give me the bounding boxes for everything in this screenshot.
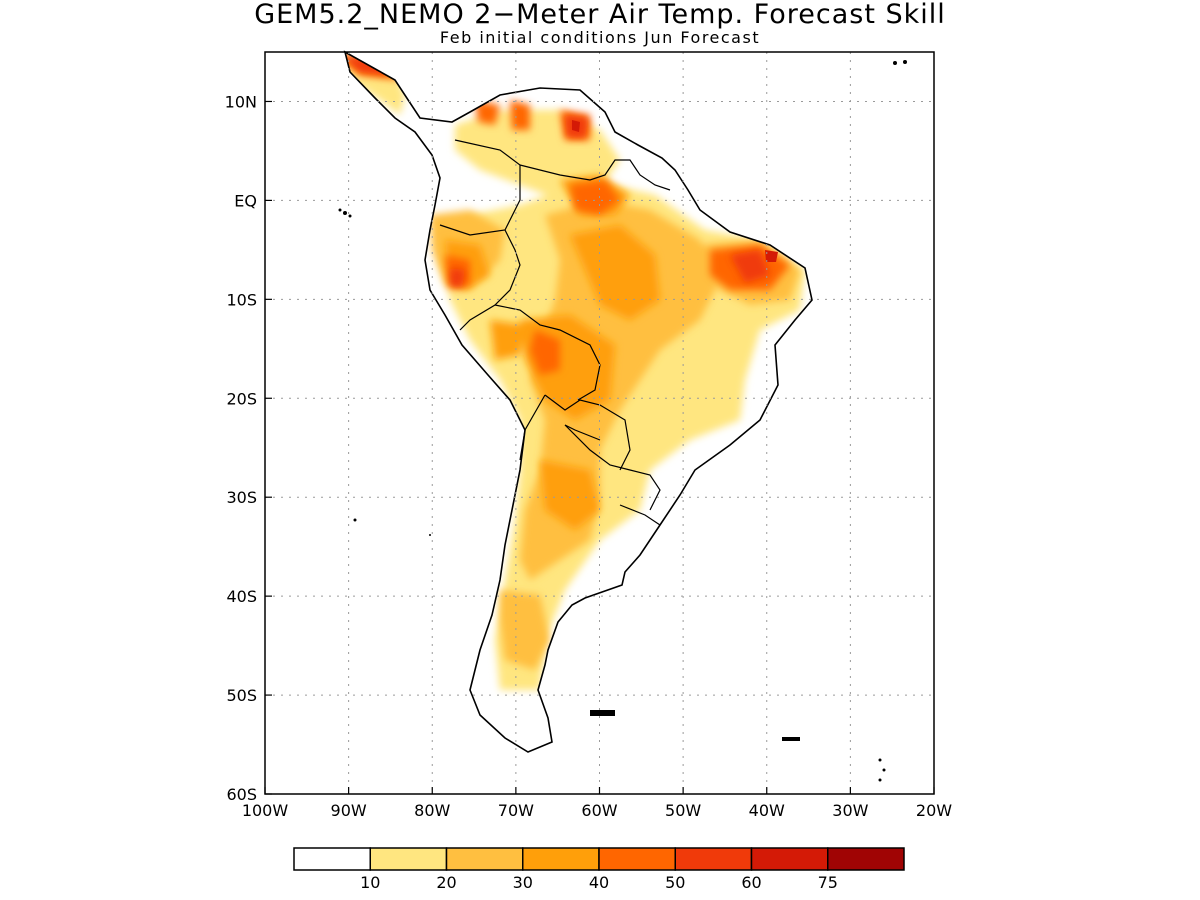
lon-tick-label: 30W [832, 801, 868, 820]
lon-tick-label: 90W [331, 801, 367, 820]
lon-tick-label: 100W [242, 801, 289, 820]
lon-tick-label: 70W [498, 801, 534, 820]
lon-tick-label: 80W [414, 801, 450, 820]
colorbar-label: 10 [360, 873, 380, 892]
lat-tick-label: 60S [226, 785, 257, 804]
colorbar-label: 20 [436, 873, 456, 892]
colorbar-label: 30 [513, 873, 533, 892]
map-title: GEM5.2_NEMO 2−Meter Air Temp. Forecast S… [254, 0, 946, 30]
colorbar-label: 50 [665, 873, 685, 892]
lat-tick-label: 20S [226, 389, 257, 408]
colorbar-swatch [369, 847, 448, 871]
colorbar-swatch [293, 847, 371, 871]
longitude-axis: 100W 90W 80W 70W 60W 50W 40W 30W 20W [242, 787, 952, 820]
continent-coastline [343, 50, 813, 753]
colorbar-label: 75 [818, 873, 838, 892]
skill-field [345, 52, 812, 752]
colorbar-swatch [522, 847, 600, 871]
islands [338, 60, 907, 782]
colorbar-swatch [598, 847, 676, 871]
contour-level-60-75 [572, 120, 778, 262]
latitude-axis: 10N EQ 10S 20S 30S 40S 50S 60S [225, 92, 272, 804]
lon-tick-label: 20W [916, 801, 952, 820]
lat-tick-label: 10S [226, 290, 257, 309]
lat-tick-label: 40S [226, 587, 257, 606]
lon-tick-label: 60W [581, 801, 617, 820]
map-subtitle: Feb initial conditions Jun Forecast [439, 28, 761, 47]
lat-tick-label: 50S [226, 686, 257, 705]
country-borders [439, 139, 671, 526]
colorbar-label: 40 [589, 873, 609, 892]
colorbar-swatch [674, 847, 753, 871]
colorbar-label: 60 [741, 873, 761, 892]
lon-tick-label: 50W [665, 801, 701, 820]
lat-tick-label: 30S [226, 488, 257, 507]
colorbar: 10 20 30 40 50 60 75 [293, 847, 905, 892]
lat-tick-label: 10N [225, 92, 257, 111]
colorbar-swatch [750, 847, 829, 871]
lon-tick-label: 40W [749, 801, 785, 820]
colorbar-swatch [827, 847, 905, 871]
colorbar-swatch [445, 847, 524, 871]
lat-tick-label: EQ [234, 191, 257, 210]
